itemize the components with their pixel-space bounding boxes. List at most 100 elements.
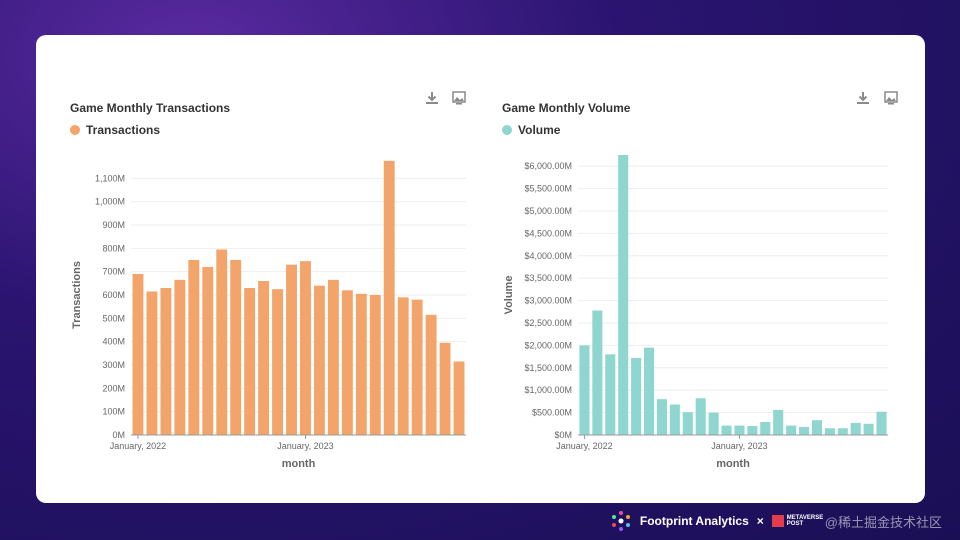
y-tick-label: 500M: [102, 313, 125, 323]
y-tick-label: 300M: [102, 360, 125, 370]
volume-bar-chart: $0M $500.00M $1,000.00M $1,500.00M $2,000.00…: [503, 155, 888, 470]
footprint-logo-icon: [611, 511, 630, 531]
y-tick-label: 200M: [102, 383, 125, 393]
bar: [837, 428, 848, 435]
legend-dot-transactions: [70, 125, 80, 135]
bar: [721, 425, 732, 435]
bar: [230, 260, 242, 435]
legend-dot-volume: [502, 125, 512, 135]
dashboard-card: Game Monthly Transactions Transactions 0…: [36, 35, 925, 503]
bar: [773, 409, 784, 435]
x-axis-title: month: [282, 458, 316, 470]
bar: [341, 290, 353, 435]
bar: [618, 155, 629, 435]
bar: [656, 399, 667, 435]
x-tick-label: January, 2022: [110, 441, 166, 451]
bar: [327, 279, 339, 435]
bar: [850, 422, 861, 435]
y-axis-title: Volume: [503, 276, 515, 315]
download-icon[interactable]: [425, 91, 439, 105]
y-tick-label: $0M: [554, 430, 572, 440]
bar: [411, 299, 423, 435]
bar: [605, 354, 616, 435]
y-tick-label: $6,000.00M: [524, 161, 572, 171]
y-tick-label: 1,100M: [95, 173, 125, 183]
bar: [174, 279, 186, 435]
y-tick-label: $1,500.00M: [524, 363, 572, 373]
bar: [453, 361, 465, 435]
download-icon[interactable]: [856, 91, 870, 105]
x-axis-title: month: [716, 458, 750, 470]
bar: [369, 295, 381, 435]
bar: [579, 345, 590, 435]
legend-transactions[interactable]: Transactions: [70, 123, 160, 137]
bar: [669, 404, 680, 435]
y-tick-label: $2,000.00M: [524, 340, 572, 350]
metaverse-post-text: METAVERSE POST: [786, 515, 824, 527]
metaverse-post-logo: METAVERSE POST: [771, 515, 824, 527]
legend-label-volume: Volume: [518, 123, 561, 137]
legend-label-transactions: Transactions: [86, 123, 161, 137]
bar: [747, 426, 758, 435]
y-tick-label: $4,500.00M: [524, 228, 572, 238]
bar: [708, 412, 719, 435]
bar: [202, 267, 214, 435]
y-tick-label: 600M: [102, 290, 125, 300]
x-tick-label: January, 2023: [711, 441, 767, 451]
image-export-icon[interactable]: [452, 91, 466, 105]
bar: [188, 260, 200, 435]
y-tick-label: 1,000M: [95, 197, 125, 207]
bar: [824, 428, 835, 435]
y-tick-label: $1,000.00M: [524, 385, 572, 395]
bar: [286, 264, 297, 435]
footprint-brand-text: Footprint Analytics: [639, 514, 749, 528]
bar: [786, 425, 797, 435]
y-tick-label: $4,000.00M: [524, 251, 572, 261]
metaverse-post-logo-icon: [771, 515, 784, 527]
bar: [160, 288, 172, 435]
image-export-icon[interactable]: [884, 91, 898, 105]
bar: [631, 357, 642, 435]
bar: [272, 289, 284, 435]
bar: [644, 347, 655, 435]
y-tick-label: 700M: [102, 267, 125, 277]
bar: [425, 314, 437, 435]
y-tick-label: $3,500.00M: [524, 273, 572, 283]
y-tick-label: 0M: [112, 430, 125, 440]
bar: [355, 293, 367, 435]
legend-volume[interactable]: Volume: [502, 123, 560, 137]
y-tick-label: $5,000.00M: [524, 206, 572, 216]
footer-branding: Footprint Analytics × METAVERSE POST @稀土…: [610, 510, 942, 532]
bar: [799, 426, 810, 435]
y-tick-label: $3,000.00M: [524, 296, 572, 306]
y-tick-label: $5,500.00M: [524, 184, 572, 194]
y-tick-label: 100M: [102, 407, 125, 417]
y-tick-label: 800M: [102, 243, 125, 253]
bar: [439, 342, 451, 435]
bar: [592, 310, 603, 435]
y-tick-label: $2,500.00M: [524, 318, 572, 328]
watermark-text: @稀土掘金技术社区: [824, 514, 942, 530]
y-tick-label: 900M: [102, 220, 125, 230]
bar: [863, 423, 874, 435]
bar: [300, 261, 311, 435]
y-tick-label: 400M: [102, 337, 125, 347]
bar: [146, 291, 158, 435]
bar: [397, 297, 409, 435]
chart-title-transactions: Game Monthly Transactions: [70, 101, 231, 115]
bar: [695, 398, 706, 435]
y-axis-title: Transactions: [71, 261, 83, 329]
bar: [734, 425, 745, 435]
bar: [760, 422, 771, 435]
bar: [383, 160, 395, 436]
transactions-bar-chart: 0M 100M 200M 300M 400M 500M 600M 700M 800M 900M 1,…: [71, 160, 466, 470]
footer-separator: ×: [756, 514, 764, 528]
bar: [876, 411, 887, 435]
bar: [132, 274, 144, 435]
bar: [244, 288, 256, 435]
x-tick-label: January, 2022: [556, 441, 612, 451]
bar: [258, 281, 270, 435]
bar: [682, 412, 693, 435]
x-tick-label: January, 2023: [277, 441, 333, 451]
bar: [811, 420, 822, 435]
